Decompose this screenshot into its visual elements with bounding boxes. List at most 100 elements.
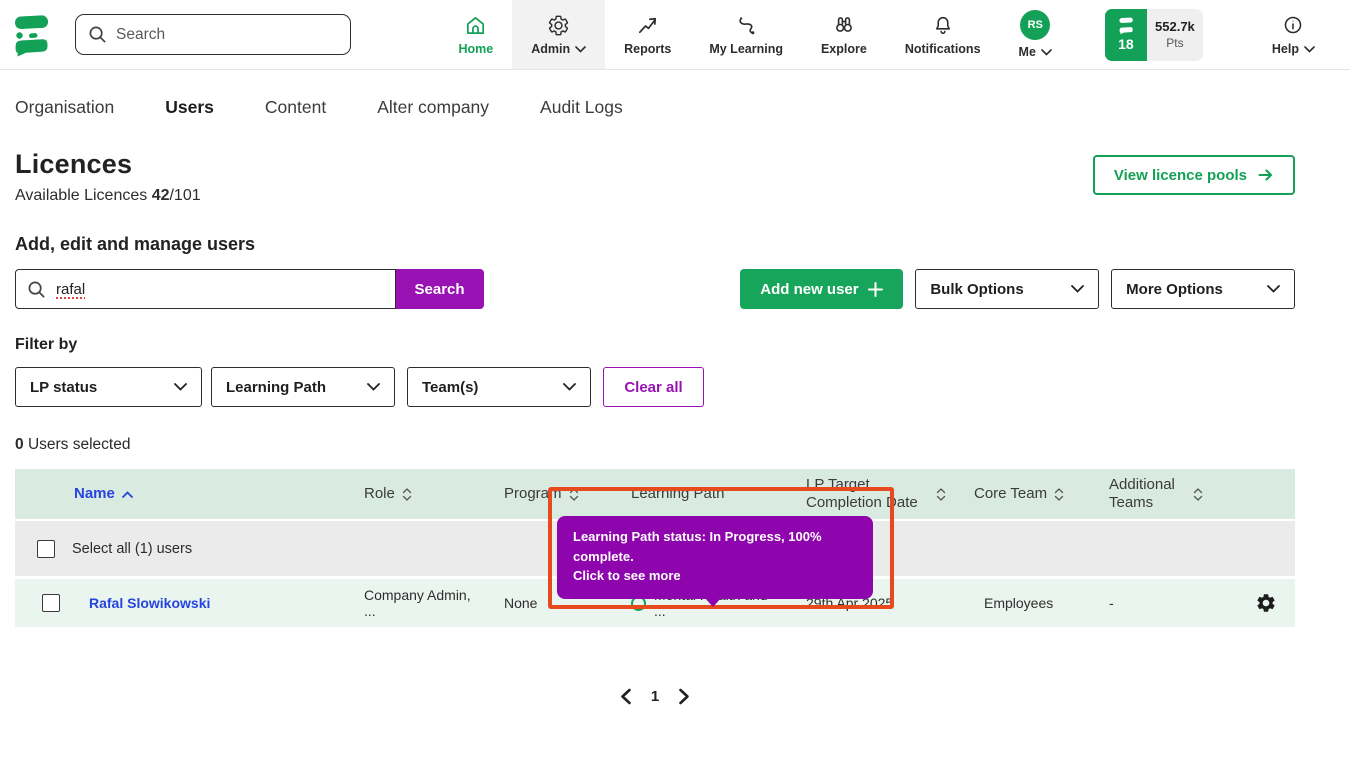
bell-icon [932,13,954,37]
lp-status-tooltip[interactable]: Learning Path status: In Progress, 100% … [557,516,873,606]
column-header-name[interactable]: Name [60,485,350,503]
lp-status-label: LP status [30,378,98,396]
nav-home-label: Home [458,42,494,56]
points-level-tile: 18 [1104,8,1147,61]
col-lp-target-label: LP Target Completion Date [806,476,918,511]
nav-me[interactable]: RS Me [1000,0,1071,69]
chevron-down-icon [1071,285,1085,293]
view-licence-pools-button[interactable]: View licence pools [1092,155,1295,195]
manage-users-heading: Add, edit and manage users [15,234,256,254]
chevron-down-icon [575,45,586,53]
primary-nav: Home Admin Reports [439,0,1070,69]
col-core-team-label: Core Team [974,485,1048,502]
available-licences-total: /101 [169,187,201,204]
teams-filter-dropdown[interactable]: Team(s) [407,367,591,407]
sort-asc-icon [121,490,133,498]
lp-status-filter-dropdown[interactable]: LP status [15,367,202,407]
cell-program: None [504,595,538,611]
tab-content[interactable]: Content [264,97,327,117]
search-button[interactable]: Search [395,269,484,309]
column-header-learning-path[interactable]: Learning Path [617,485,792,503]
learnamp-logo-icon[interactable] [10,12,50,58]
row-settings-gear-icon[interactable] [1255,592,1281,614]
view-licence-pools-label: View licence pools [1113,166,1247,184]
nav-explore[interactable]: Explore [802,0,886,69]
main-content: Licences Available Licences 42/101 View … [15,149,1295,707]
info-circle-icon [1282,13,1304,37]
available-licences-count: 42 [151,187,170,204]
users-search-field[interactable]: rafal [15,269,396,309]
users-search-input[interactable]: rafal [56,280,86,298]
nav-help[interactable]: Help [1253,0,1334,69]
column-header-core-team[interactable]: Core Team [960,485,1095,503]
nav-admin[interactable]: Admin [512,0,606,69]
nav-help-label: Help [1271,42,1299,56]
page-number[interactable]: 1 [650,688,660,705]
nav-my-learning[interactable]: My Learning [690,0,802,69]
sort-icon [569,487,578,501]
mini-logo-icon [1119,17,1134,35]
top-navigation-bar: Home Admin Reports [0,0,1350,70]
col-learning-path-label: Learning Path [631,485,725,502]
chevron-down-icon [1304,45,1315,53]
tab-users[interactable]: Users [165,97,214,117]
table-header-row: Name Role Program Learning Path LP Targe… [15,469,1295,521]
column-header-program[interactable]: Program [490,485,617,503]
cell-core-team: Employees [984,595,1054,611]
nav-explore-label: Explore [820,42,867,56]
global-search-box[interactable] [75,14,352,55]
learning-path-filter-label: Learning Path [226,378,327,396]
bulk-options-dropdown[interactable]: Bulk Options [915,269,1100,309]
avatar: RS [1020,10,1051,40]
points-unit: Pts [1166,36,1184,50]
tooltip-click-text[interactable]: Click to see more [573,568,681,583]
bulk-options-label: Bulk Options [930,280,1024,298]
add-new-user-label: Add new user [760,280,859,298]
add-new-user-button[interactable]: Add new user [739,269,904,309]
page-title: Licences [15,149,133,179]
nav-me-label: Me [1018,45,1036,59]
trending-up-icon [636,13,659,37]
column-header-additional-teams[interactable]: Additional Teams [1095,476,1217,512]
users-selected-count: 0 Users selected [15,436,1295,454]
learning-path-filter-dropdown[interactable]: Learning Path [211,367,395,407]
available-licences-label: Available Licences [15,187,148,204]
user-name-link[interactable]: Rafal Slowikowski [89,595,211,611]
more-options-label: More Options [1126,280,1223,298]
column-header-lp-target[interactable]: LP Target Completion Date [792,476,960,512]
nav-home[interactable]: Home [439,0,512,69]
sort-icon [402,487,412,501]
pagination: 1 [15,686,1295,707]
tab-alter-company[interactable]: Alter company [377,97,490,117]
clear-all-button[interactable]: Clear all [603,367,704,407]
nav-my-learning-label: My Learning [709,42,783,56]
nav-notifications[interactable]: Notifications [886,0,1000,69]
teams-filter-label: Team(s) [422,378,479,396]
sort-icon [936,487,946,501]
tab-organisation[interactable]: Organisation [15,97,115,117]
col-additional-teams-label: Additional Teams [1109,476,1175,511]
search-icon [27,280,46,299]
cell-role: Company Admin, ... [364,587,471,619]
binoculars-icon [832,13,856,37]
select-all-checkbox[interactable] [37,539,55,558]
column-header-role[interactable]: Role [350,485,490,503]
global-search-input[interactable] [116,25,339,44]
points-badge[interactable]: 18 552.7k Pts [1104,8,1203,61]
col-program-label: Program [504,485,562,502]
cell-additional-teams: - [1109,595,1114,611]
filter-by-heading: Filter by [15,336,78,353]
row-checkbox[interactable] [42,594,60,612]
selected-count-number: 0 [15,436,24,453]
next-page-button[interactable] [676,686,692,707]
col-name-label: Name [74,485,115,502]
more-options-dropdown[interactable]: More Options [1111,269,1295,309]
nav-reports[interactable]: Reports [605,0,690,69]
points-level: 18 [1118,36,1134,52]
col-role-label: Role [364,485,395,502]
previous-page-button[interactable] [618,686,634,707]
available-licences: Available Licences 42/101 [15,187,201,205]
select-all-label: Select all (1) users [72,540,193,557]
chevron-down-icon [1041,48,1052,56]
tab-audit-logs[interactable]: Audit Logs [540,97,623,117]
